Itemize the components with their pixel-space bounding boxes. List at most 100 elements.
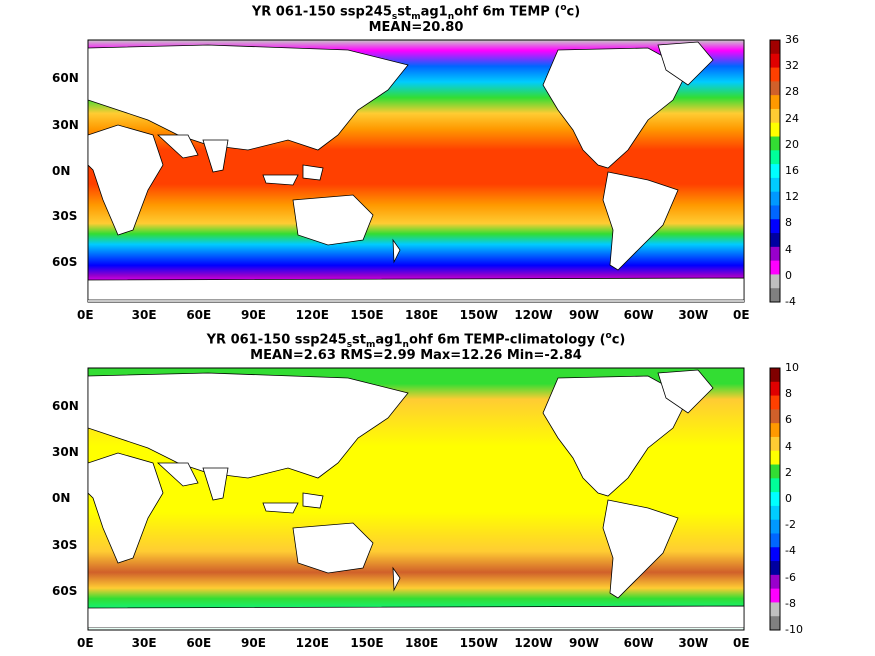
lon-tick-label: 60E bbox=[186, 308, 212, 322]
lon-tick-label: 0E bbox=[77, 308, 94, 322]
colorbar-swatch bbox=[770, 561, 780, 576]
colorbar-swatch bbox=[770, 164, 780, 179]
colorbar-label: 36 bbox=[785, 33, 799, 46]
colorbar-label: -6 bbox=[785, 570, 796, 584]
top-map-title: YR 061-150 ssp245sstmag1nohf 6m TEMP (oc… bbox=[251, 3, 581, 22]
colorbar-label: 28 bbox=[785, 85, 799, 99]
colorbar-swatch bbox=[770, 588, 780, 603]
colorbar-swatch bbox=[770, 233, 780, 248]
colorbar-frame bbox=[769, 367, 781, 631]
top-map bbox=[87, 39, 745, 303]
colorbar-swatch bbox=[770, 288, 780, 303]
colorbar-swatch bbox=[770, 436, 780, 452]
lon-tick-label: 0E bbox=[733, 308, 750, 322]
colorbar-swatch bbox=[770, 519, 780, 534]
lon-tick-label: 30W bbox=[678, 636, 709, 650]
colorbar-swatch bbox=[770, 616, 780, 631]
colorbar-label: 16 bbox=[785, 164, 799, 177]
colorbar-swatch bbox=[770, 95, 780, 110]
lat-tick-label: 0N bbox=[52, 491, 71, 505]
colorbar-swatch bbox=[770, 381, 780, 397]
colorbar-label: -4 bbox=[785, 295, 796, 308]
lon-tick-label: 150W bbox=[459, 636, 498, 650]
colorbar-swatch bbox=[770, 533, 780, 548]
bottom-map bbox=[87, 367, 745, 631]
bottom-colorbar bbox=[769, 367, 781, 631]
colorbar-swatch bbox=[770, 478, 780, 493]
colorbar-label: 2 bbox=[785, 465, 792, 479]
colorbar-frame bbox=[769, 39, 781, 303]
colorbar-swatch bbox=[770, 450, 780, 466]
lat-tick-label: 30N bbox=[52, 445, 79, 459]
colorbar-label: 6 bbox=[785, 413, 792, 427]
colorbar-label: 0 bbox=[785, 268, 792, 282]
colorbar-swatch bbox=[770, 409, 780, 424]
colorbar-swatch bbox=[770, 574, 780, 590]
colorbar-label: 10 bbox=[785, 361, 799, 374]
lon-tick-label: 0E bbox=[733, 636, 750, 650]
lat-tick-label: 30S bbox=[52, 209, 78, 223]
colorbar-swatch bbox=[770, 260, 780, 275]
lat-tick-label: 60N bbox=[52, 399, 79, 413]
colorbar-swatch bbox=[770, 274, 780, 289]
colorbar-label: 32 bbox=[785, 59, 799, 73]
top-map-stats: MEAN=20.80 bbox=[368, 20, 464, 35]
colorbar-swatch bbox=[770, 219, 780, 234]
lat-tick-label: 60S bbox=[52, 255, 78, 269]
colorbar-swatch bbox=[770, 136, 780, 151]
colorbar-swatch bbox=[770, 191, 780, 206]
colorbar-swatch bbox=[770, 67, 780, 82]
colorbar-swatch bbox=[770, 464, 780, 479]
top-colorbar bbox=[769, 39, 781, 303]
colorbar-label: -10 bbox=[785, 623, 803, 636]
bottom-map-title: YR 061-150 ssp245sstmag1nohf 6m TEMP-cli… bbox=[206, 331, 626, 350]
lon-tick-label: 150E bbox=[350, 308, 384, 322]
colorbar-swatch bbox=[770, 246, 780, 262]
lat-tick-label: 0N bbox=[52, 164, 71, 178]
colorbar-swatch bbox=[770, 122, 780, 138]
colorbar-swatch bbox=[770, 53, 780, 69]
lon-tick-label: 90E bbox=[241, 636, 266, 650]
lon-tick-label: 180E bbox=[405, 636, 439, 650]
lat-tick-label: 60N bbox=[52, 71, 79, 85]
colorbar-label: 20 bbox=[785, 137, 799, 151]
colorbar-label: 0 bbox=[785, 492, 792, 505]
colorbar-swatch bbox=[770, 40, 780, 55]
lon-tick-label: 30E bbox=[131, 636, 157, 650]
colorbar-label: 8 bbox=[785, 387, 792, 401]
colorbar-swatch bbox=[770, 81, 780, 96]
colorbar-swatch bbox=[770, 368, 780, 383]
colorbar-label: 12 bbox=[785, 190, 799, 204]
lat-tick-label: 30S bbox=[52, 538, 78, 552]
lat-tick-label: 60S bbox=[52, 584, 78, 598]
lon-tick-label: 60W bbox=[623, 636, 654, 650]
lon-tick-label: 120W bbox=[514, 308, 553, 322]
bottom-map-stats: MEAN=2.63 RMS=2.99 Max=12.26 Min=-2.84 bbox=[250, 348, 582, 363]
colorbar-swatch bbox=[770, 108, 780, 124]
colorbar-label: 8 bbox=[785, 216, 792, 230]
lon-tick-label: 90E bbox=[241, 308, 266, 322]
lon-tick-label: 0E bbox=[77, 636, 94, 650]
colorbar-swatch bbox=[770, 205, 780, 220]
lon-tick-label: 150E bbox=[350, 636, 384, 650]
colorbar-label: -4 bbox=[785, 544, 796, 558]
lat-tick-label: 30N bbox=[52, 118, 79, 132]
lon-tick-label: 30W bbox=[678, 308, 709, 322]
lon-tick-label: 90W bbox=[569, 636, 599, 650]
colorbar-swatch bbox=[770, 177, 780, 193]
colorbar-label: 4 bbox=[785, 242, 792, 256]
lon-tick-label: 60E bbox=[186, 636, 212, 650]
colorbar-swatch bbox=[770, 505, 780, 521]
lon-tick-label: 180E bbox=[405, 308, 439, 322]
lon-tick-label: 150W bbox=[459, 308, 498, 322]
lon-tick-label: 120E bbox=[295, 308, 329, 322]
colorbar-swatch bbox=[770, 150, 780, 165]
lon-tick-label: 60W bbox=[623, 308, 654, 322]
lon-tick-label: 120E bbox=[295, 636, 329, 650]
colorbar-swatch bbox=[770, 492, 780, 507]
colorbar-label: -2 bbox=[785, 518, 796, 532]
colorbar-label: 4 bbox=[785, 439, 792, 453]
lon-tick-label: 90W bbox=[569, 308, 599, 322]
colorbar-swatch bbox=[770, 547, 780, 562]
